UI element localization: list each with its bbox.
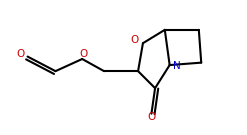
Text: O: O — [130, 35, 139, 45]
Text: N: N — [173, 61, 181, 71]
Text: O: O — [147, 112, 156, 122]
Text: O: O — [17, 49, 25, 59]
Text: O: O — [79, 49, 87, 59]
